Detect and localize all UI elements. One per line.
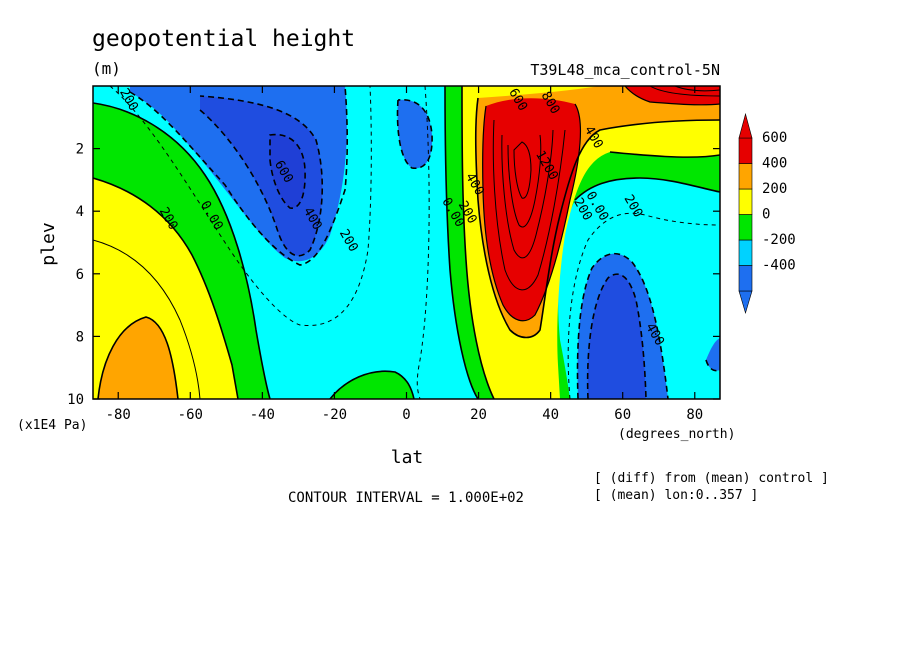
mean-note: [ (mean) lon:0..357 ] <box>594 488 758 503</box>
region-pos-equator-0 <box>330 371 414 399</box>
x-tick-label: 60 <box>614 407 631 423</box>
x-tick-label: -60 <box>178 407 203 423</box>
region-neg-tropic <box>397 99 433 169</box>
x-axis-units: (degrees_north) <box>618 427 735 442</box>
x-axis: -80 -60 -40 -20 0 20 40 60 80 <box>106 86 703 423</box>
colorbar-swatch <box>738 239 753 266</box>
x-axis-label: lat <box>391 447 424 468</box>
colorbar-arrow-low <box>738 290 753 315</box>
x-tick-label: 0 <box>402 407 410 423</box>
region-neg-north-400 <box>587 274 646 399</box>
region-neg-south-400 <box>200 96 323 256</box>
colorbar-label: 0 <box>762 207 770 223</box>
colorbar: 600 400 200 0 -200 -400 <box>738 112 796 315</box>
y-tick-label: 6 <box>76 267 84 283</box>
colorbar-label: -200 <box>762 232 796 248</box>
x-tick-label: -80 <box>106 407 131 423</box>
region-neg-south-600 <box>270 134 306 209</box>
colorbar-swatch <box>738 214 753 241</box>
x-tick-label: -40 <box>250 407 275 423</box>
y-axis-units: (x1E4 Pa) <box>17 418 87 433</box>
contour-lines <box>93 86 720 399</box>
region-neg-north-east <box>706 338 720 371</box>
colorbar-swatch <box>738 188 753 215</box>
x-tick-label: 40 <box>542 407 559 423</box>
x-tick-label: 80 <box>686 407 703 423</box>
y-tick-label: 4 <box>76 204 84 220</box>
y-tick-label: 8 <box>76 329 84 345</box>
x-tick-label: -20 <box>322 407 347 423</box>
colorbar-swatch <box>738 265 753 292</box>
colorbar-label: -400 <box>762 258 796 274</box>
colorbar-label: 200 <box>762 181 787 197</box>
region-pos-south-400 <box>98 317 178 399</box>
colorbar-swatch <box>738 163 753 190</box>
y-tick-label: 10 <box>67 392 84 408</box>
y-axis-label: plev <box>38 222 59 265</box>
region-pos-north-600 <box>482 98 581 321</box>
colorbar-label: 600 <box>762 130 787 146</box>
x-tick-label: 20 <box>470 407 487 423</box>
chart-units: (m) <box>92 59 121 78</box>
y-tick-label: 2 <box>76 142 84 158</box>
colorbar-arrow-high <box>738 112 753 139</box>
chart-title: geopotential height <box>92 26 355 52</box>
run-label: T39L48_mca_control-5N <box>530 61 720 79</box>
y-axis: 2 4 6 8 10 <box>67 142 720 408</box>
diff-note: [ (diff) from (mean) control ] <box>594 471 829 486</box>
contour-interval-label: CONTOUR INTERVAL = 1.000E+02 <box>288 490 524 506</box>
colorbar-label: 400 <box>762 156 787 172</box>
colorbar-swatch <box>738 137 753 164</box>
